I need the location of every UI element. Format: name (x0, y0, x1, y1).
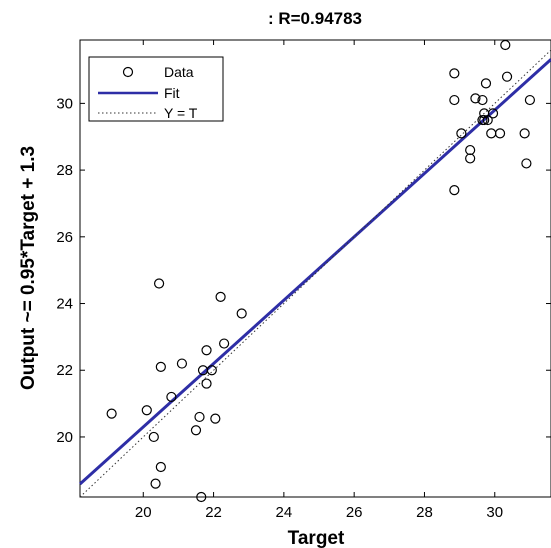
legend: Data Fit Y = T (88, 56, 224, 122)
y-tick-label: 22 (56, 362, 73, 379)
chart-title: : R=0.94783 (268, 9, 362, 28)
data-point (456, 128, 467, 139)
y-tick-label: 26 (56, 229, 73, 246)
identity-line (79, 49, 551, 498)
data-point (201, 345, 212, 356)
legend-label-identity: Y = T (164, 105, 198, 121)
data-point (150, 478, 161, 489)
fit-line (78, 58, 551, 486)
data-point (501, 71, 513, 82)
data-point (155, 361, 166, 373)
data-point (206, 365, 217, 376)
data-point (494, 128, 506, 139)
data-point (470, 93, 481, 104)
data-point (524, 94, 536, 106)
x-tick-label: 24 (276, 504, 293, 521)
x-axis-label: Target (288, 528, 345, 548)
x-tick-label: 28 (416, 504, 433, 521)
data-point (521, 158, 532, 169)
y-tick-label: 28 (56, 162, 73, 179)
y-axis-label: Output ~= 0.95*Target + 1.3 (18, 146, 39, 390)
data-point (215, 291, 226, 302)
y-tick-label: 20 (56, 429, 73, 446)
data-point (465, 144, 476, 156)
y-tick-label: 30 (56, 95, 73, 112)
data-point (153, 278, 165, 289)
x-tick-label: 26 (346, 504, 363, 521)
data-point (210, 413, 221, 424)
data-point (176, 358, 188, 369)
x-tick-label: 30 (486, 504, 503, 521)
data-point (148, 431, 159, 443)
data-point (190, 425, 202, 436)
data-point (482, 114, 493, 126)
x-tick-label: 20 (135, 504, 152, 521)
y-tick-label: 24 (56, 296, 73, 313)
data-point (219, 338, 230, 349)
data-point (480, 78, 492, 89)
data-point (196, 491, 207, 503)
data-points (106, 39, 536, 503)
data-point (155, 461, 166, 473)
data-point (201, 378, 212, 389)
data-point (141, 405, 152, 416)
data-point (449, 94, 460, 106)
data-point (449, 185, 460, 196)
legend-label-fit: Fit (164, 85, 180, 101)
data-point (477, 94, 488, 106)
data-point (236, 308, 247, 319)
data-point (519, 128, 530, 139)
data-point (106, 408, 117, 419)
fit-lines (78, 49, 551, 498)
data-point (166, 391, 177, 403)
data-point (479, 114, 490, 126)
x-tick-label: 22 (205, 504, 222, 521)
data-point (487, 108, 499, 119)
data-point (194, 411, 205, 423)
axis-ticks: 20 22 24 26 28 30 20 22 24 26 28 30 (56, 40, 551, 521)
legend-box (88, 56, 224, 122)
legend-label-data: Data (164, 64, 194, 80)
legend-data-marker (122, 66, 134, 78)
data-point (465, 153, 476, 164)
data-point (500, 39, 511, 51)
data-point (449, 68, 460, 79)
